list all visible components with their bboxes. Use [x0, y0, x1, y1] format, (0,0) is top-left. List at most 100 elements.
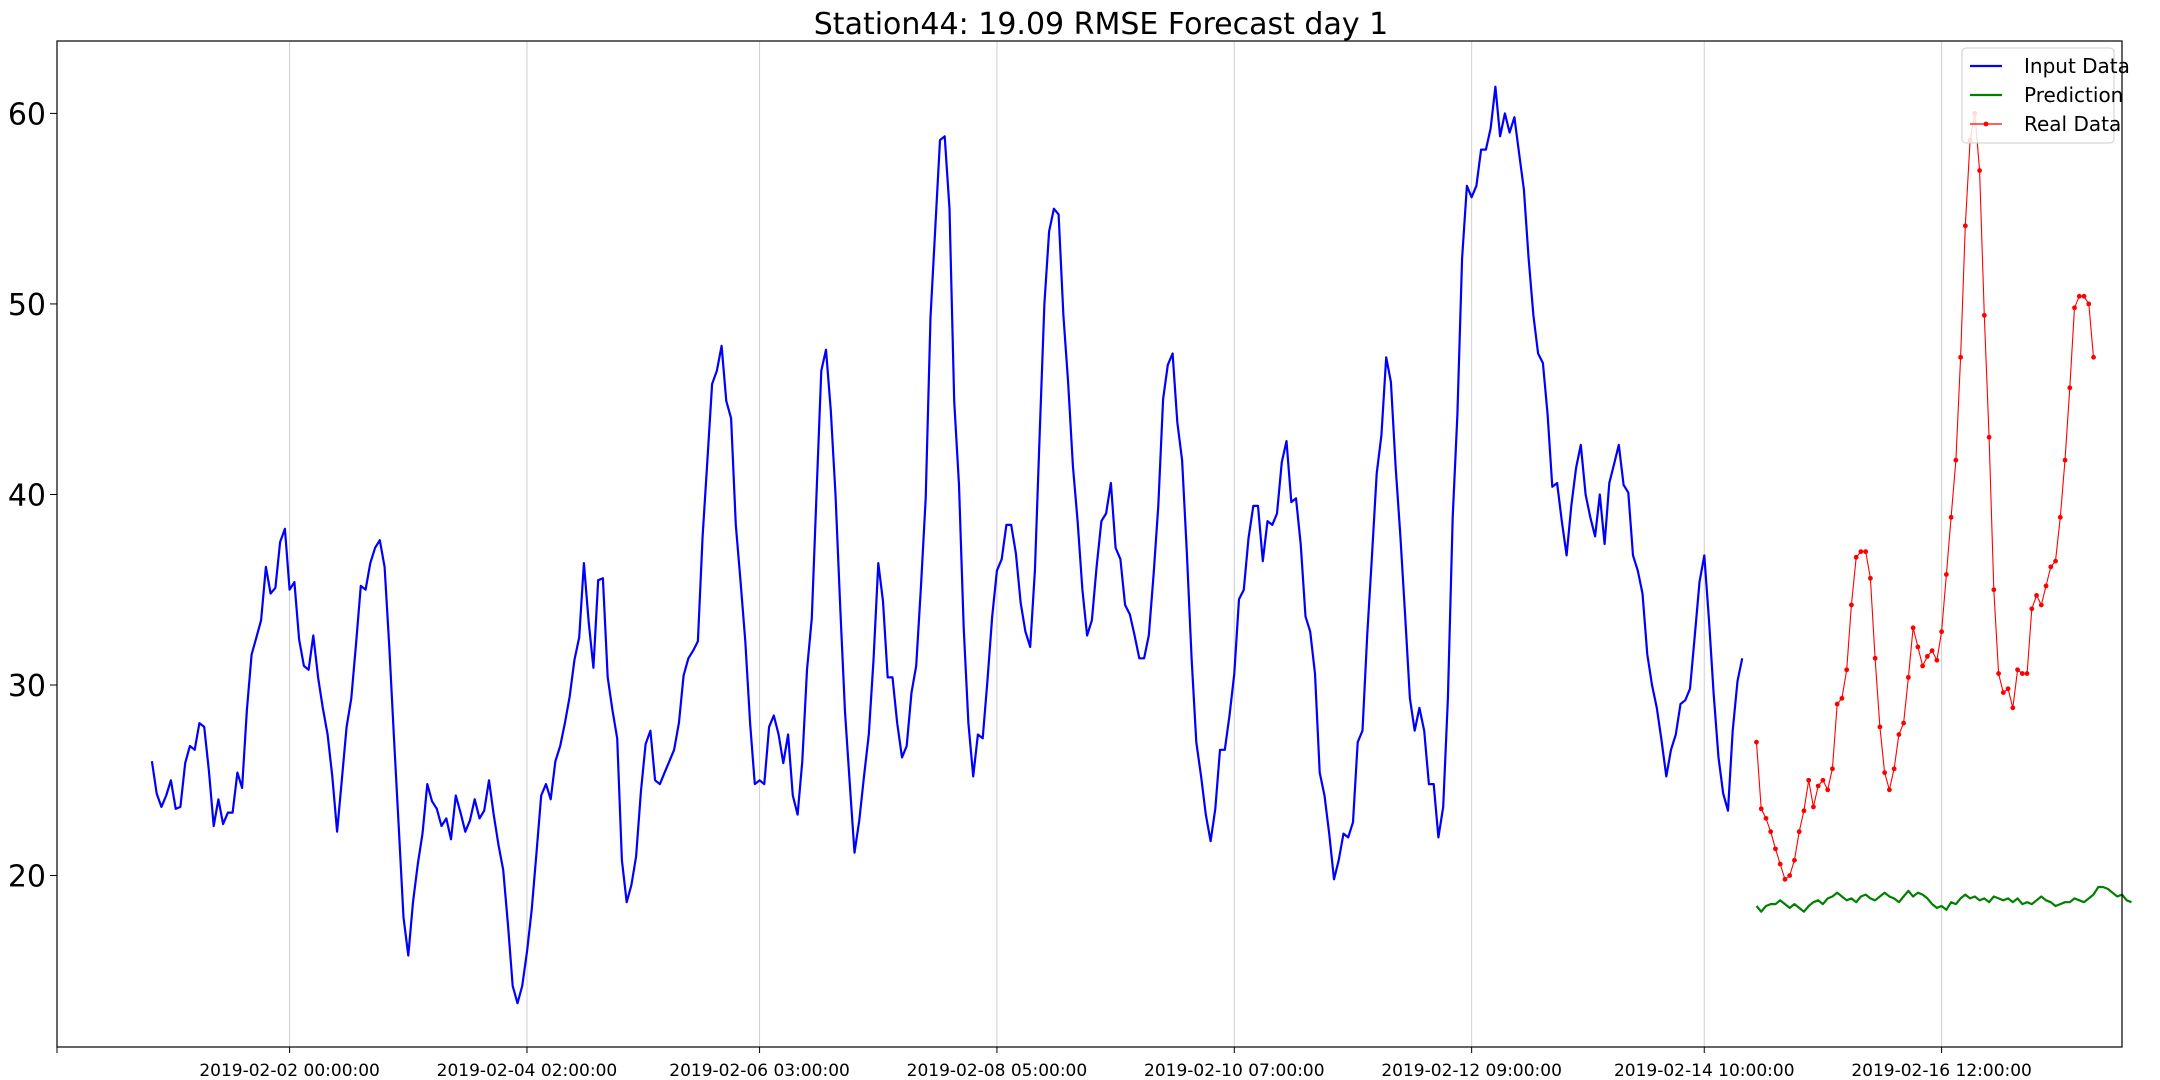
- data-point: [1891, 766, 1897, 772]
- legend: Input Data Prediction Real Data: [1961, 47, 2130, 144]
- data-point: [2000, 690, 2006, 696]
- x-tick-label: 2019-02-10 07:00:00: [1144, 1061, 1325, 1080]
- x-tick-label: 2019-02-16 12:00:00: [1851, 1061, 2032, 1080]
- legend-box: [1961, 47, 2115, 144]
- data-point: [2048, 564, 2054, 570]
- chart-title: Station44: 19.09 RMSE Forecast day 1: [814, 7, 1388, 42]
- legend-label: Real Data: [2024, 112, 2121, 136]
- series-real-data: [1754, 111, 2096, 882]
- data-point: [2067, 385, 2073, 391]
- data-point: [1934, 657, 1940, 663]
- series-prediction: [1755, 885, 2132, 913]
- data-point: [1986, 434, 1992, 440]
- data-point: [1796, 829, 1802, 835]
- data-point: [2024, 671, 2030, 676]
- data-point: [1825, 787, 1831, 793]
- data-point: [1844, 667, 1850, 673]
- data-point: [1958, 354, 1963, 360]
- series-input-data: [150, 85, 1744, 1005]
- series-line-input-data: [150, 85, 1744, 1005]
- data-point: [1782, 876, 1788, 882]
- y-tick-label: 20: [8, 860, 46, 895]
- data-point: [2072, 305, 2077, 311]
- x-tick-label: 2019-02-04 02:00:00: [437, 1061, 618, 1080]
- data-point: [2015, 667, 2020, 673]
- data-point: [1882, 770, 1888, 776]
- data-point: [1920, 663, 1926, 669]
- data-point: [2005, 686, 2011, 692]
- data-point: [2062, 457, 2068, 463]
- data-point: [2010, 705, 2016, 711]
- data-point: [1901, 720, 1907, 726]
- plot-frame: [56, 40, 2123, 1048]
- legend-item: Input Data: [1970, 54, 2130, 78]
- data-point: [1849, 602, 1854, 608]
- series-line-prediction: [1755, 885, 2132, 913]
- data-point: [1924, 654, 1930, 659]
- data-point: [1858, 549, 1864, 555]
- x-gridlines: [289, 41, 1943, 1047]
- data-point: [1991, 587, 1997, 593]
- data-point: [2076, 293, 2082, 299]
- data-point: [1839, 695, 1845, 701]
- data-point: [2038, 602, 2044, 608]
- data-point: [1768, 829, 1774, 835]
- data-point: [1853, 554, 1859, 560]
- data-point: [2034, 593, 2039, 598]
- data-point: [1953, 457, 1959, 463]
- x-tick-label: 2019-02-06 03:00:00: [669, 1061, 850, 1080]
- data-point: [2019, 671, 2025, 676]
- data-point: [1943, 572, 1949, 577]
- data-point: [1763, 815, 1769, 821]
- data-point: [1981, 312, 1987, 318]
- x-tick-label: 2019-02-12 09:00:00: [1381, 1061, 1562, 1080]
- data-point: [2053, 558, 2058, 564]
- data-point: [1868, 575, 1873, 581]
- data-point: [1792, 857, 1797, 863]
- data-point: [1811, 804, 1816, 810]
- data-point: [1996, 671, 2001, 676]
- y-tick-label: 40: [8, 478, 46, 513]
- series-layer: [150, 85, 2132, 1005]
- y-tick-label: 30: [8, 669, 46, 704]
- data-point: [1820, 777, 1826, 783]
- data-point: [1777, 861, 1783, 867]
- data-point: [1896, 732, 1902, 737]
- data-point: [1773, 846, 1778, 852]
- data-point: [2086, 301, 2092, 307]
- data-point: [1915, 644, 1921, 650]
- data-point: [1939, 629, 1945, 635]
- y-tick-label: 50: [8, 288, 46, 323]
- data-point: [1754, 739, 1759, 745]
- legend-item: Prediction: [1970, 83, 2123, 107]
- data-point: [1815, 783, 1821, 789]
- data-point: [1877, 724, 1883, 730]
- y-axis-ticks: 20 30 40 50 60: [8, 97, 57, 895]
- data-point: [1806, 777, 1812, 783]
- data-point: [1962, 223, 1968, 229]
- x-tick-label: 2019-02-08 05:00:00: [907, 1061, 1088, 1080]
- data-point: [1910, 625, 1916, 631]
- legend-label: Prediction: [2024, 83, 2123, 107]
- legend-item: Real Data: [1970, 112, 2121, 136]
- data-point: [1977, 168, 1982, 173]
- data-point: [1872, 655, 1878, 661]
- legend-label: Input Data: [2024, 54, 2130, 78]
- data-point: [1886, 787, 1892, 793]
- data-point: [1830, 766, 1835, 772]
- x-axis-ticks: 2019-02-02 00:00:00 2019-02-04 02:00:00 20…: [56, 1047, 2032, 1080]
- x-tick-label: 2019-02-14 10:00:00: [1614, 1061, 1795, 1080]
- data-point: [2043, 583, 2049, 589]
- data-point: [1948, 514, 1954, 520]
- series-line-real-data: [1755, 112, 2095, 880]
- data-point: [2081, 293, 2087, 299]
- data-point: [2029, 606, 2035, 612]
- data-point: [1863, 549, 1869, 555]
- data-point: [1787, 873, 1793, 878]
- data-point: [1929, 648, 1935, 654]
- legend-marker: [1983, 121, 1989, 127]
- data-point: [2091, 354, 2096, 360]
- data-point: [1758, 806, 1764, 812]
- x-tick-label: 2019-02-02 00:00:00: [199, 1061, 380, 1080]
